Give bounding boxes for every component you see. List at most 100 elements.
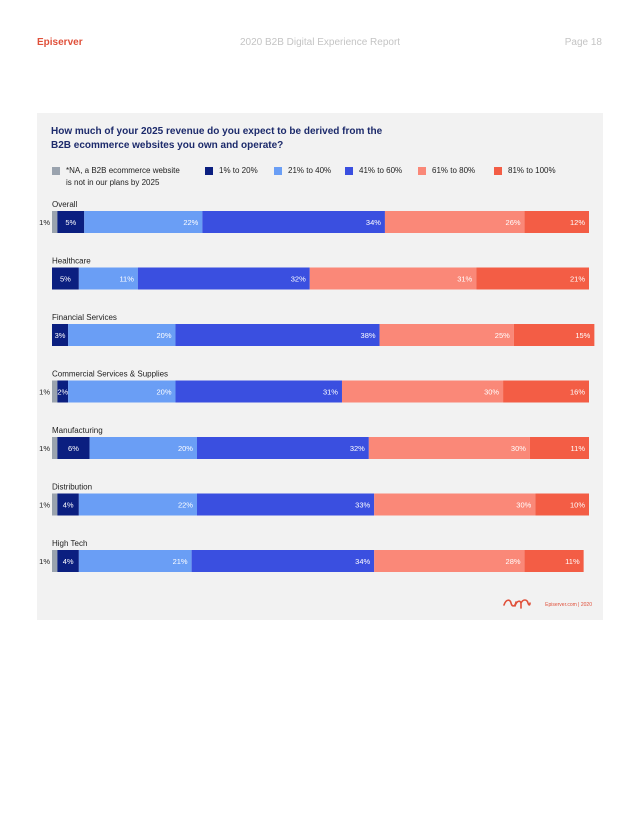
data-label-manufacturing-41-60: 32% bbox=[350, 444, 365, 453]
bar-segment-manufacturing-41-60 bbox=[196, 437, 369, 459]
episerver-logo-icon bbox=[503, 599, 531, 609]
data-label-overall-1-20: 5% bbox=[65, 218, 76, 227]
bar-segment-high-tech-na bbox=[52, 550, 58, 572]
data-label-high-tech-61-80: 28% bbox=[506, 557, 521, 566]
bar-segment-financial-services-61-80 bbox=[379, 324, 514, 346]
report-title: 2020 B2B Digital Experience Report bbox=[239, 37, 401, 48]
bar-segment-healthcare-61-80 bbox=[309, 267, 477, 290]
bar-segment-distribution-na bbox=[52, 493, 58, 516]
chart-panel: How much of your 2025 revenue do you exp… bbox=[37, 113, 603, 620]
bar-segment-healthcare-21-40 bbox=[78, 267, 138, 290]
bar-segment-high-tech-61-80 bbox=[374, 550, 525, 572]
data-label-overall-41-60: 34% bbox=[366, 218, 381, 227]
category-label-commercial-services-supplies: Commercial Services & Supplies bbox=[52, 370, 168, 379]
data-label-high-tech-na: 1% bbox=[39, 557, 50, 566]
bar-segment-healthcare-81-100 bbox=[476, 267, 589, 290]
legend-label-21-40: 21% to 40% bbox=[288, 166, 332, 175]
bar-segment-distribution-61-80 bbox=[374, 493, 536, 516]
legend-swatch-61-80 bbox=[418, 167, 426, 175]
data-label-commercial-services-supplies-61-80: 30% bbox=[484, 388, 499, 397]
data-label-overall-61-80: 26% bbox=[506, 218, 521, 227]
bar-segment-overall-41-60 bbox=[202, 211, 385, 233]
bar-segment-commercial-services-supplies-41-60 bbox=[175, 380, 342, 403]
footer-site: Episerver.com | 2020 bbox=[545, 602, 592, 608]
legend-swatch-41-60 bbox=[345, 167, 353, 175]
bar-segment-high-tech-81-100 bbox=[524, 550, 584, 572]
bar-segment-financial-services-1-20 bbox=[52, 324, 69, 346]
bar-segment-distribution-21-40 bbox=[78, 493, 197, 516]
data-label-healthcare-41-60: 32% bbox=[291, 275, 306, 284]
bar-segment-high-tech-1-20 bbox=[57, 550, 79, 572]
data-label-financial-services-41-60: 38% bbox=[361, 331, 376, 340]
data-label-high-tech-21-40: 21% bbox=[173, 557, 188, 566]
legend-label-na-line1: *NA, a B2B ecommerce website bbox=[66, 166, 180, 175]
bar-segment-commercial-services-supplies-81-100 bbox=[503, 380, 589, 403]
bar-segment-high-tech-41-60 bbox=[191, 550, 375, 572]
legend-label-na-line2: is not in our plans by 2025 bbox=[66, 178, 160, 187]
data-label-financial-services-81-100: 15% bbox=[575, 331, 590, 340]
category-label-overall: Overall bbox=[52, 200, 78, 209]
bar-segment-manufacturing-81-100 bbox=[529, 437, 589, 459]
chart-title: How much of your 2025 revenue do you exp… bbox=[51, 126, 383, 151]
data-label-financial-services-21-40: 20% bbox=[156, 331, 171, 340]
data-label-overall-81-100: 12% bbox=[570, 218, 585, 227]
bar-segment-high-tech-21-40 bbox=[78, 550, 192, 572]
data-label-overall-na: 1% bbox=[39, 218, 50, 227]
bar-segment-overall-21-40 bbox=[84, 211, 203, 233]
legend-label-41-60: 41% to 60% bbox=[359, 166, 403, 175]
category-label-financial-services: Financial Services bbox=[52, 313, 117, 322]
bar-segment-manufacturing-1-20 bbox=[57, 437, 90, 459]
legend-swatch-21-40 bbox=[274, 167, 282, 175]
bar-segment-commercial-services-supplies-21-40 bbox=[68, 380, 176, 403]
data-label-healthcare-61-80: 31% bbox=[457, 275, 472, 284]
legend-label-61-80: 61% to 80% bbox=[432, 166, 476, 175]
data-label-commercial-services-supplies-1-20: 2% bbox=[57, 388, 68, 397]
data-label-high-tech-81-100: 11% bbox=[565, 557, 580, 566]
page-number: Page 18 bbox=[564, 37, 602, 48]
data-label-commercial-services-supplies-81-100: 16% bbox=[570, 388, 585, 397]
bar-segment-manufacturing-61-80 bbox=[368, 437, 530, 459]
legend-swatch-na bbox=[52, 167, 60, 175]
bar-segment-healthcare-41-60 bbox=[137, 267, 310, 290]
data-label-healthcare-81-100: 21% bbox=[570, 275, 585, 284]
legend-label-81-100: 81% to 100% bbox=[508, 166, 556, 175]
bar-segment-distribution-41-60 bbox=[196, 493, 375, 516]
data-label-commercial-services-supplies-41-60: 31% bbox=[323, 388, 338, 397]
data-label-distribution-41-60: 33% bbox=[355, 501, 370, 510]
category-label-healthcare: Healthcare bbox=[52, 257, 91, 266]
bar-segment-manufacturing-na bbox=[52, 437, 58, 459]
bar-segment-healthcare-1-20 bbox=[52, 267, 79, 290]
bar-segment-overall-na bbox=[52, 211, 58, 233]
data-label-commercial-services-supplies-na: 1% bbox=[39, 388, 50, 397]
bar-segment-commercial-services-supplies-na bbox=[52, 380, 58, 403]
data-label-manufacturing-61-80: 30% bbox=[511, 444, 526, 453]
brand-name: Episerver bbox=[37, 37, 83, 48]
bar-segment-commercial-services-supplies-1-20 bbox=[57, 380, 69, 403]
data-label-commercial-services-supplies-21-40: 20% bbox=[156, 388, 171, 397]
legend-swatch-1-20 bbox=[205, 167, 213, 175]
data-label-manufacturing-81-100: 11% bbox=[571, 444, 586, 453]
category-label-high-tech: High Tech bbox=[52, 539, 87, 548]
bar-segment-overall-61-80 bbox=[384, 211, 525, 233]
data-label-financial-services-61-80: 25% bbox=[495, 331, 510, 340]
bar-segment-manufacturing-21-40 bbox=[89, 437, 197, 459]
data-label-overall-21-40: 22% bbox=[183, 218, 198, 227]
data-label-distribution-1-20: 4% bbox=[63, 501, 74, 510]
data-label-manufacturing-1-20: 6% bbox=[68, 444, 79, 453]
data-label-high-tech-1-20: 4% bbox=[63, 557, 74, 566]
data-label-financial-services-1-20: 3% bbox=[55, 331, 66, 340]
data-label-manufacturing-na: 1% bbox=[39, 444, 50, 453]
data-label-healthcare-21-40: 11% bbox=[119, 275, 134, 284]
bar-segment-overall-81-100 bbox=[524, 211, 589, 233]
legend-label-1-20: 1% to 20% bbox=[219, 166, 258, 175]
bar-segment-commercial-services-supplies-61-80 bbox=[341, 380, 504, 403]
data-label-distribution-21-40: 22% bbox=[178, 501, 193, 510]
data-label-healthcare-1-20: 5% bbox=[60, 275, 71, 284]
data-label-distribution-61-80: 30% bbox=[516, 501, 531, 510]
category-label-distribution: Distribution bbox=[52, 483, 92, 492]
bar-segment-distribution-81-100 bbox=[535, 493, 589, 516]
category-label-manufacturing: Manufacturing bbox=[52, 426, 103, 435]
bar-segment-financial-services-41-60 bbox=[175, 324, 380, 346]
data-label-high-tech-41-60: 34% bbox=[355, 557, 370, 566]
